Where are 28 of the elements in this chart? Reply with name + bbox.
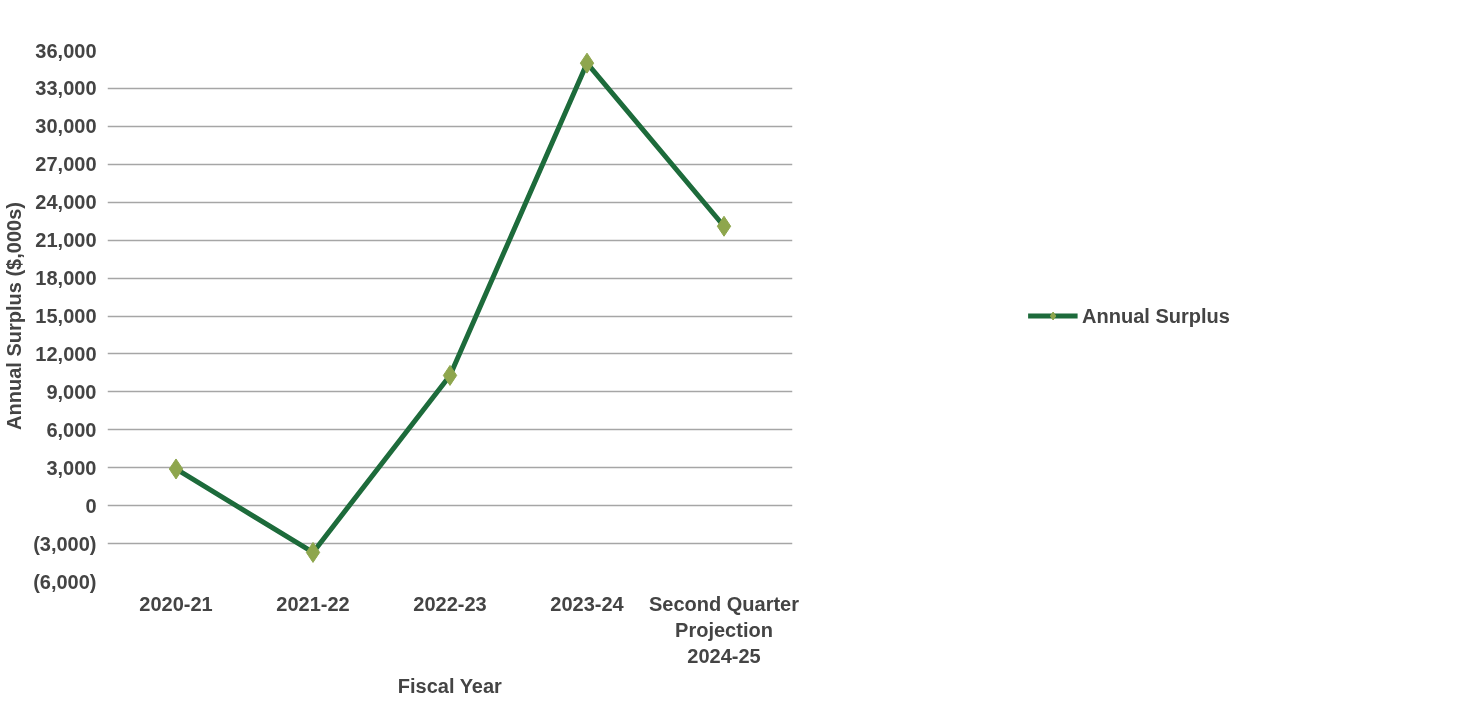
- x-axis-title: Fiscal Year: [397, 675, 503, 698]
- y-tick-label: (6,000): [33, 570, 97, 593]
- y-tick-label: 18,000: [35, 267, 97, 290]
- point: [442, 364, 458, 386]
- y-tick-label: 6,000: [46, 418, 97, 441]
- y-tick-label: (3,000): [33, 532, 97, 555]
- y-tick-label: 33,000: [35, 77, 97, 100]
- x-tick-label: Second Quarter Projection 2024-25: [648, 592, 800, 668]
- point: [579, 52, 595, 74]
- legend-label: Annual Surplus: [1082, 304, 1230, 327]
- x-tick-label: 2021-22: [276, 592, 350, 615]
- y-tick-label: 12,000: [35, 342, 97, 365]
- point: [716, 215, 732, 237]
- y-tick-label: 30,000: [35, 115, 97, 138]
- point: [305, 541, 321, 563]
- y-axis-title: Annual Surplus ($,000s): [3, 202, 26, 430]
- y-tick-label: 15,000: [35, 305, 97, 327]
- y-tick-label: 0: [85, 494, 97, 517]
- y-tick-label: 24,000: [35, 191, 97, 214]
- y-tick-label: 36,000: [35, 39, 97, 62]
- point: [168, 458, 184, 480]
- y-tick-label: 9,000: [46, 380, 97, 403]
- y-tick-label: 3,000: [46, 456, 97, 479]
- x-tick-label: 2023-24: [550, 592, 625, 615]
- y-tick-label: 21,000: [35, 229, 97, 252]
- x-tick-label: 2020-21: [139, 592, 213, 615]
- y-tick-label: 27,000: [35, 153, 97, 176]
- x-tick-label: 2022-23: [413, 592, 487, 615]
